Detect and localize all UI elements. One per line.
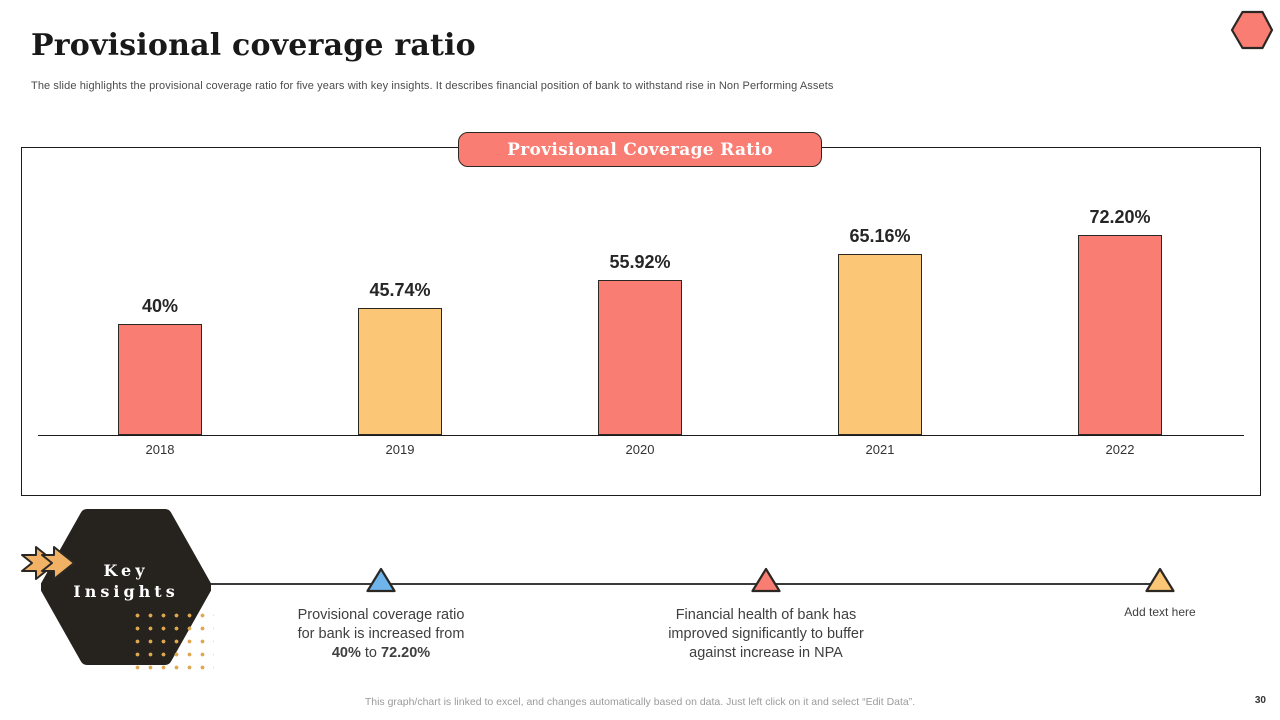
bar-group: 55.92% 2020 — [580, 147, 700, 457]
triangle-marker-icon — [1145, 567, 1175, 593]
insight-item[interactable]: Add text here — [1075, 566, 1245, 622]
double-arrow-icon — [21, 546, 75, 580]
dots-pattern — [128, 606, 214, 678]
page-title: Provisional coverage ratio — [31, 28, 476, 63]
chart-title: Provisional Coverage Ratio — [507, 139, 773, 160]
bar-category-label: 2021 — [865, 442, 895, 457]
bar-group: 72.20% 2022 — [1060, 147, 1180, 457]
bar-value-label: 40% — [141, 296, 179, 316]
triangle-marker-icon — [366, 567, 396, 593]
bar-2020[interactable] — [598, 280, 682, 435]
triangle-marker-icon — [751, 567, 781, 593]
bar-group: 65.16% 2021 — [820, 147, 940, 457]
bar-category-label: 2020 — [625, 442, 655, 457]
chart-title-pill: Provisional Coverage Ratio — [458, 132, 822, 167]
bar-value-label: 45.74% — [369, 280, 431, 300]
bar-group: 45.74% 2019 — [340, 147, 460, 457]
key-insights-line1: Key — [103, 561, 149, 580]
bar-2019[interactable] — [358, 308, 442, 435]
bar-value-label: 72.20% — [1089, 207, 1151, 227]
insight-text: Financial health of bank has improved sig… — [668, 607, 864, 661]
footer-note: This graph/chart is linked to excel, and… — [364, 696, 916, 708]
page-subtitle: The slide highlights the provisional cov… — [31, 80, 834, 92]
insight-text: Add text here — [1124, 605, 1196, 619]
timeline-line — [200, 583, 1152, 585]
key-insights-line2: Insights — [73, 582, 179, 601]
bar-2018[interactable] — [118, 324, 202, 435]
insight-text: Provisional coverage ratio for bank is in… — [297, 607, 465, 661]
bar-value-label: 65.16% — [849, 226, 911, 246]
page-number: 30 — [1254, 695, 1266, 706]
insight-item: Financial health of bank has improved sig… — [644, 566, 888, 663]
bar-2021[interactable] — [838, 254, 922, 435]
bar-2022[interactable] — [1078, 235, 1162, 435]
bar-category-label: 2022 — [1105, 442, 1135, 457]
bar-chart-plot-area[interactable]: 40% 2018 45.74% 2019 55.92% 2020 65.16% 2021 72.… — [38, 147, 1244, 457]
bar-category-label: 2018 — [145, 442, 175, 457]
bar-value-label: 55.92% — [609, 252, 671, 272]
hexagon-badge-icon — [1230, 10, 1274, 50]
bar-group: 40% 2018 — [100, 147, 220, 457]
key-insights-label: Key Insights — [41, 560, 211, 602]
bar-category-label: 2019 — [385, 442, 415, 457]
insight-item: Provisional coverage ratio for bank is in… — [275, 566, 487, 663]
